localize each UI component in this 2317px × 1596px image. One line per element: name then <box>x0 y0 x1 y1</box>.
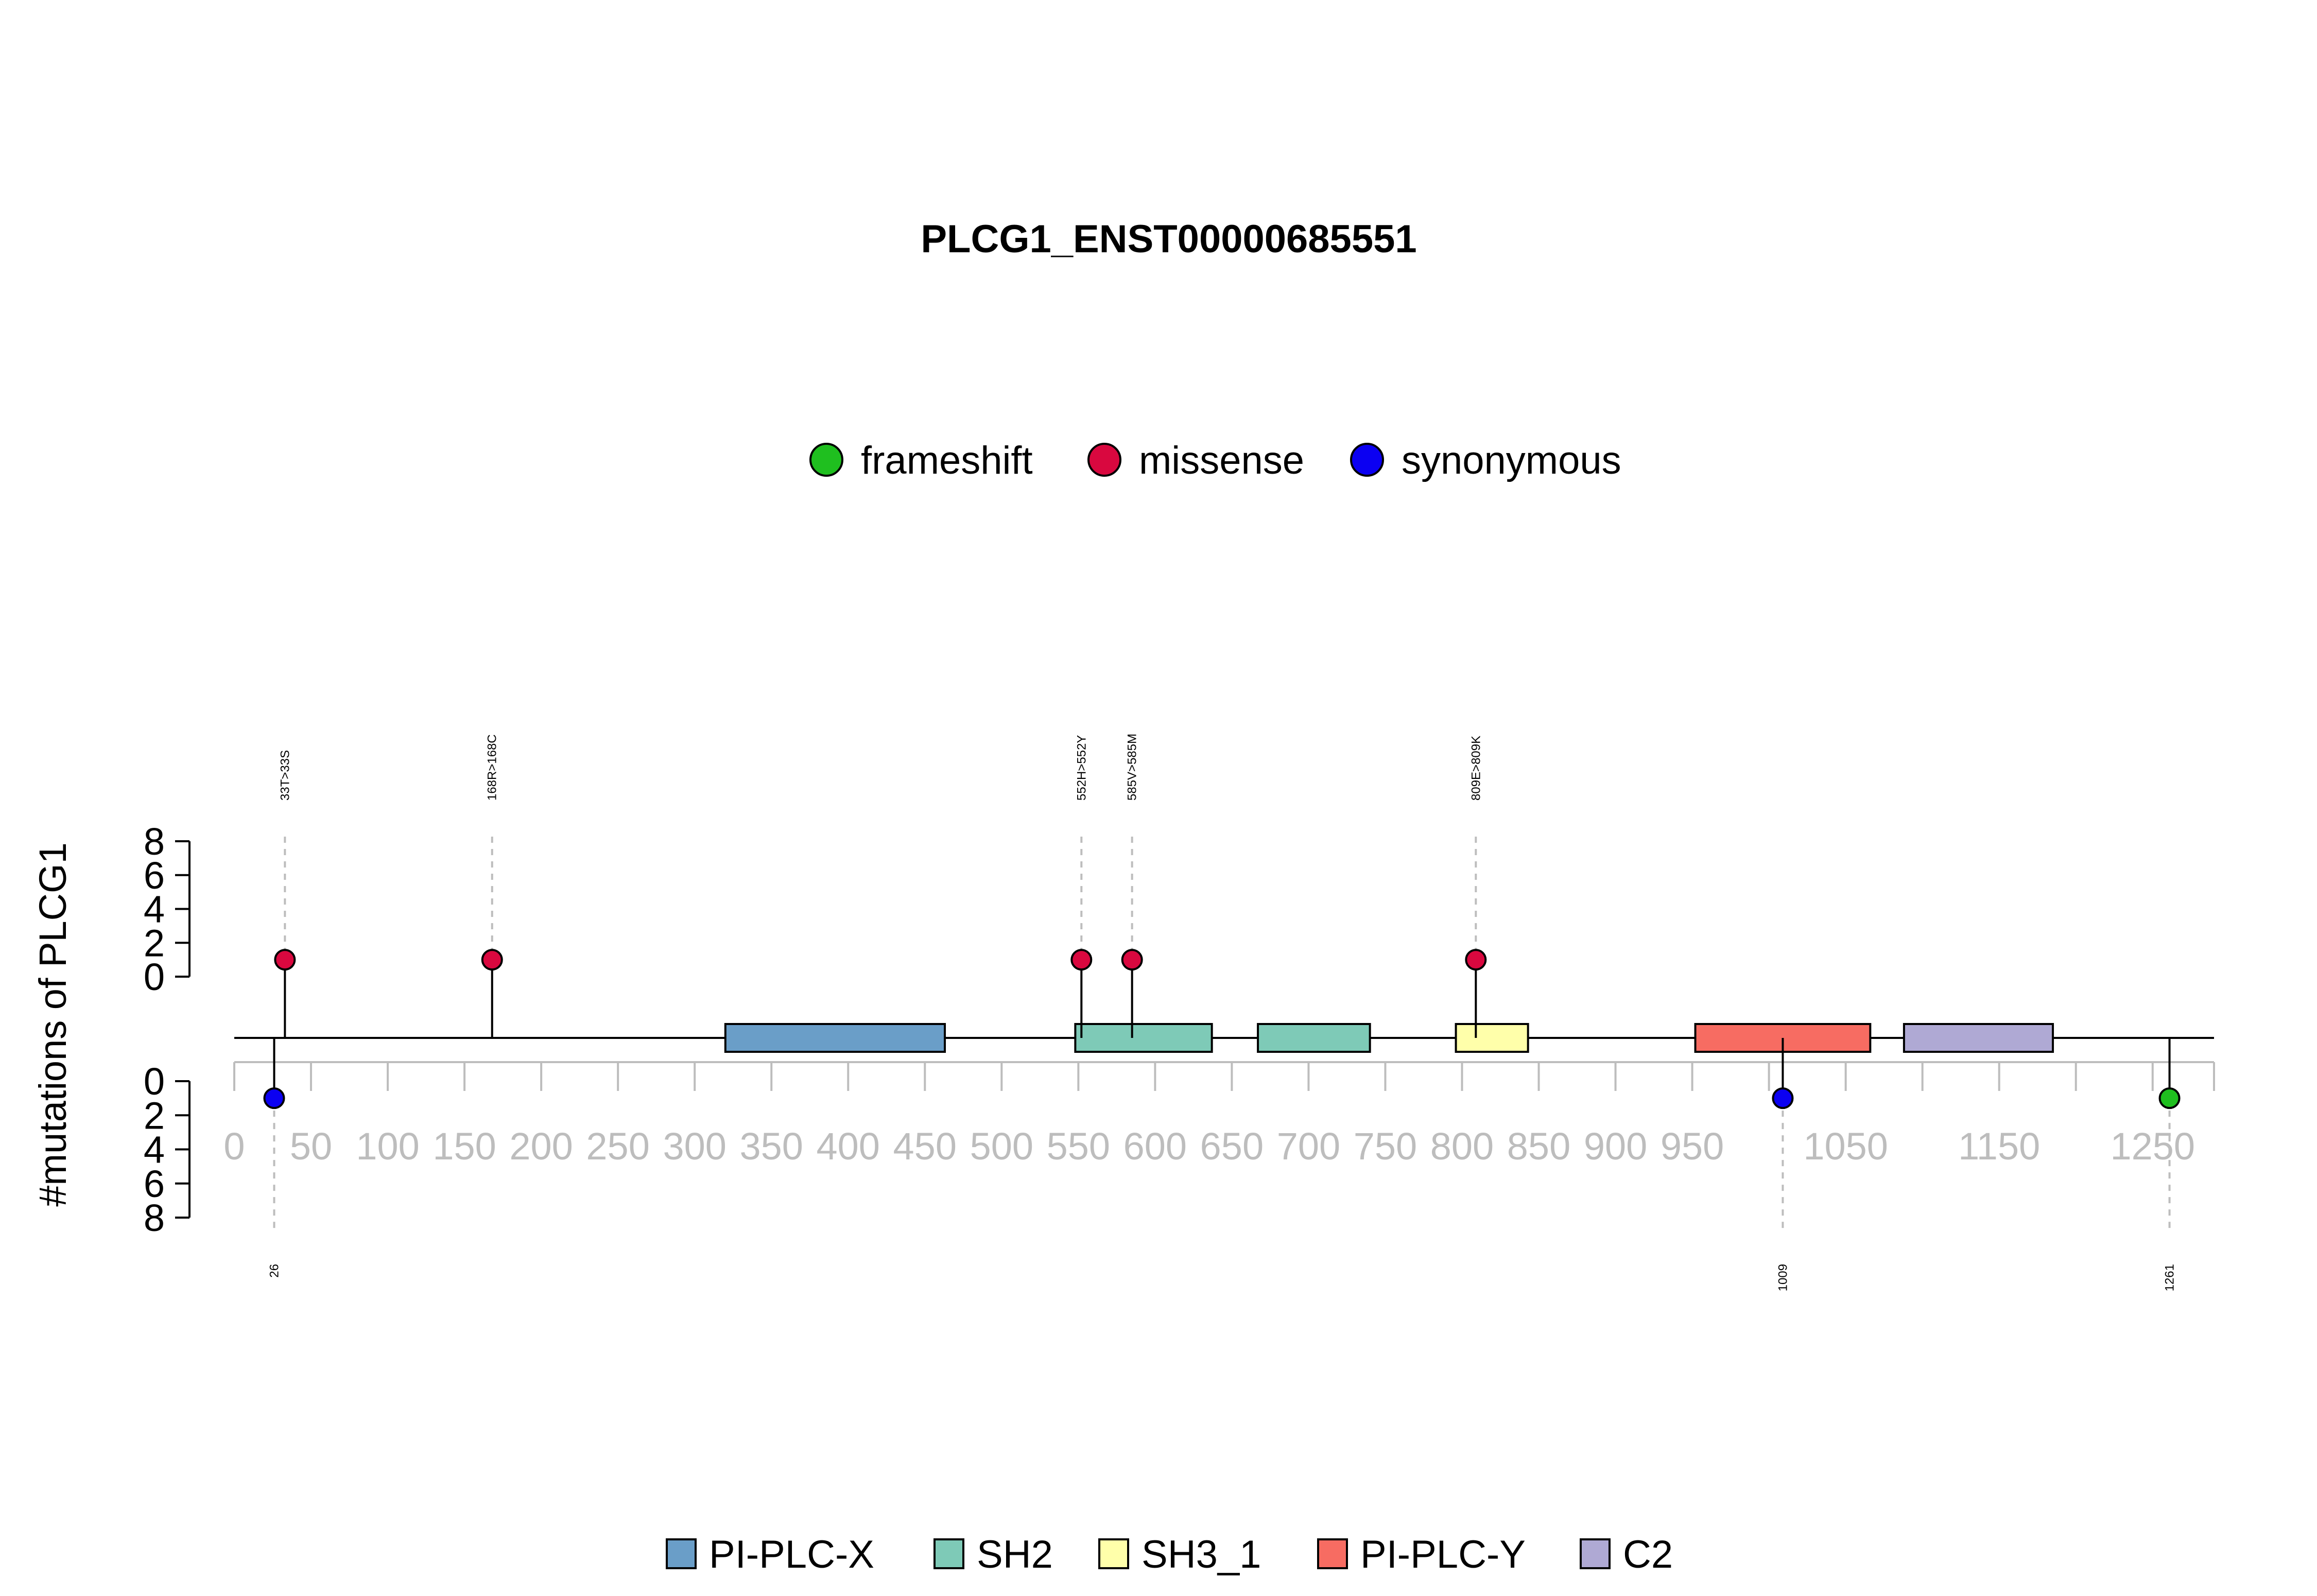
chart-title: PLCG1_ENST00000685551 <box>921 217 1416 261</box>
mutation-label: 809E>809K <box>1469 736 1483 801</box>
x-tick-label: 750 <box>1354 1125 1417 1168</box>
mutation-label: 26 <box>267 1264 281 1278</box>
domain-PI-PLC-X <box>724 1023 946 1053</box>
domain-legend-swatch <box>1317 1538 1348 1569</box>
mutation-label: 1009 <box>1776 1264 1790 1291</box>
domain-legend-label: C2 <box>1623 1533 1673 1576</box>
x-tick-label: 500 <box>970 1125 1033 1168</box>
x-tick-label: 950 <box>1661 1125 1724 1168</box>
y-tick-label-upper: 6 <box>144 854 165 897</box>
domain-SH2 <box>1074 1023 1213 1053</box>
mutation-label: 1261 <box>2163 1264 2177 1291</box>
x-tick-label: 650 <box>1200 1125 1264 1168</box>
x-tick-label: 1150 <box>1958 1125 2040 1168</box>
mutation-label: 585V>585M <box>1126 734 1139 801</box>
domain-legend-swatch <box>1580 1538 1611 1569</box>
mutation-lollipops: 33T>33S 168R>168C 552H>552Y 585V>585M 809E>8… <box>263 734 2181 1291</box>
domain-SH2 <box>1257 1023 1371 1053</box>
y-tick-label-lower: 0 <box>144 1060 165 1103</box>
legend-label-synonymous: synonymous <box>1402 439 1621 482</box>
mutation-type-legend: frameshift missense synonymous <box>809 439 1621 482</box>
x-tick-label: 400 <box>817 1125 880 1168</box>
protein-domains <box>724 1023 2054 1053</box>
legend-marker-synonymous <box>1350 443 1384 477</box>
domain-legend: PI-PLC-X SH2 SH3_1 PI-PLC-Y C2 <box>666 1533 1673 1576</box>
x-tick-label: 550 <box>1047 1125 1110 1168</box>
mutation-point <box>1121 949 1143 971</box>
x-tick-label: 100 <box>356 1125 419 1168</box>
mutation-point <box>2158 1087 2181 1109</box>
domain-legend-swatch <box>933 1538 964 1569</box>
x-tick-label: 450 <box>893 1125 957 1168</box>
domain-legend-label: PI-PLC-X <box>709 1533 874 1576</box>
y-tick-label-upper: 2 <box>144 922 165 964</box>
x-tick-label: 850 <box>1507 1125 1570 1168</box>
y-tick-label-lower: 8 <box>144 1196 165 1239</box>
x-tick-label: 0 <box>223 1125 245 1168</box>
mutation-point <box>1772 1087 1794 1109</box>
mutation-point <box>263 1087 285 1109</box>
mutation-point <box>481 949 503 971</box>
x-tick-label: 900 <box>1584 1125 1647 1168</box>
domain-legend-swatch <box>666 1538 697 1569</box>
y-axis-label: #mutations of PLCG1 <box>31 842 74 1206</box>
mutation-label: 168R>168C <box>486 734 499 801</box>
legend-label-frameshift: frameshift <box>861 439 1033 482</box>
domain-legend-swatch <box>1098 1538 1129 1569</box>
x-tick-label: 200 <box>509 1125 573 1168</box>
domain-legend-label: PI-PLC-Y <box>1360 1533 1526 1576</box>
x-tick-label: 350 <box>739 1125 803 1168</box>
x-tick-label: 250 <box>586 1125 649 1168</box>
x-tick-label: 800 <box>1430 1125 1494 1168</box>
x-tick-label: 50 <box>290 1125 332 1168</box>
mutation-point <box>1070 949 1093 971</box>
y-tick-label-lower: 6 <box>144 1163 165 1205</box>
mutation-point <box>274 949 296 971</box>
y-tick-label-upper: 0 <box>144 956 165 998</box>
x-tick-label: 700 <box>1277 1125 1340 1168</box>
mutation-label: 552H>552Y <box>1075 735 1088 801</box>
legend-label-missense: missense <box>1139 439 1304 482</box>
x-tick-label: 1050 <box>1803 1125 1888 1168</box>
mutation-point <box>1465 949 1487 971</box>
domain-SH3_1 <box>1455 1023 1529 1053</box>
mutation-label: 33T>33S <box>278 750 292 801</box>
y-tick-label-lower: 2 <box>144 1094 165 1137</box>
domain-legend-label: SH2 <box>977 1533 1053 1576</box>
x-tick-label: 1250 <box>2110 1125 2195 1168</box>
y-tick-label-upper: 4 <box>144 888 165 931</box>
legend-marker-frameshift <box>809 443 843 477</box>
y-tick-label-lower: 4 <box>144 1129 165 1171</box>
x-tick-label: 300 <box>663 1125 726 1168</box>
domain-legend-label: SH3_1 <box>1142 1533 1261 1576</box>
y-tick-label-upper: 8 <box>144 820 165 863</box>
x-tick-label: 150 <box>433 1125 496 1168</box>
domain-C2 <box>1903 1023 2054 1053</box>
legend-marker-missense <box>1087 443 1121 477</box>
x-tick-label: 600 <box>1123 1125 1187 1168</box>
